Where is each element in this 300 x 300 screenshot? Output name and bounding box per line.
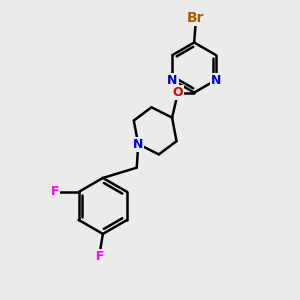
Text: N: N — [167, 74, 178, 87]
Text: F: F — [96, 250, 104, 263]
Text: O: O — [173, 86, 183, 99]
Text: F: F — [51, 185, 59, 199]
Text: O: O — [173, 86, 183, 99]
Text: N: N — [133, 138, 143, 151]
Text: N: N — [211, 74, 221, 87]
Text: Br: Br — [187, 11, 204, 25]
